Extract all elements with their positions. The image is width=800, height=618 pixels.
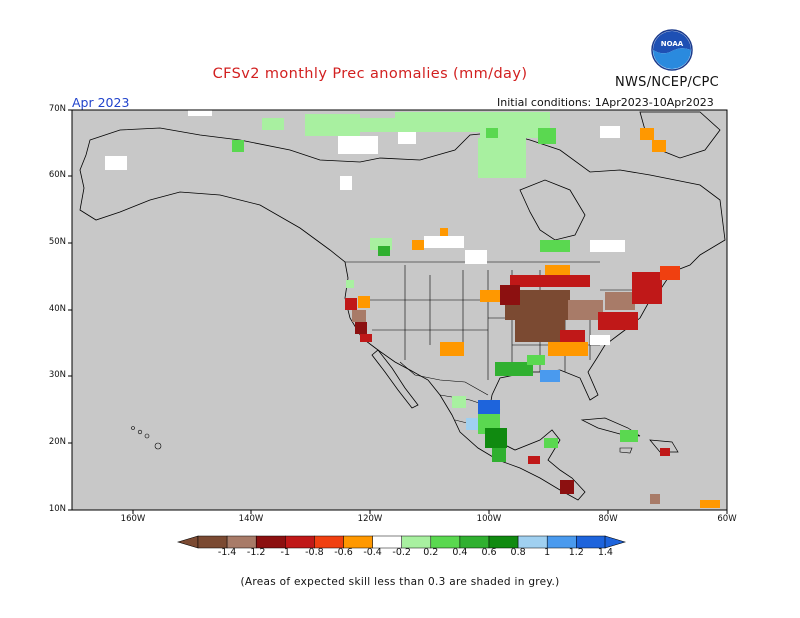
initial-conditions: Initial conditions: 1Apr2023-10Apr2023 bbox=[497, 96, 714, 109]
colorbar-tick-label: 0.6 bbox=[481, 547, 497, 558]
colorbar-boxes bbox=[197, 535, 606, 549]
hudson-bay bbox=[519, 179, 586, 241]
lon-label-140w: 140W bbox=[238, 514, 264, 524]
colorbar bbox=[176, 535, 627, 549]
noaa-logo: NOAA bbox=[651, 29, 693, 71]
anomaly-cells bbox=[105, 110, 720, 508]
colorbar-high-arrow bbox=[604, 535, 627, 549]
chart-title: CFSv2 monthly Prec anomalies (mm/day) bbox=[212, 66, 528, 82]
month-label: Apr 2023 bbox=[72, 95, 130, 110]
agency-label: NWS/NCEP/CPC bbox=[615, 75, 720, 90]
lat-label-30n: 30N bbox=[48, 370, 66, 380]
baja-california bbox=[371, 349, 419, 409]
jamaica bbox=[619, 447, 633, 454]
lon-label-80w: 80W bbox=[598, 514, 618, 524]
colorbar-tick-label: -1.4 bbox=[217, 547, 237, 558]
lat-label-50n: 50N bbox=[48, 237, 66, 247]
lat-label-20n: 20N bbox=[48, 437, 66, 447]
colorbar-tick-label: -0.6 bbox=[334, 547, 353, 558]
lat-label-70n: 70N bbox=[48, 104, 66, 114]
colorbar-tick-label: 0.4 bbox=[452, 547, 468, 558]
lon-label-120w: 120W bbox=[357, 514, 383, 524]
hawaii-islands bbox=[131, 426, 162, 450]
hispaniola bbox=[649, 439, 679, 453]
lon-label-160w: 160W bbox=[120, 514, 146, 524]
lon-label-100w: 100W bbox=[476, 514, 502, 524]
lon-label-60w: 60W bbox=[717, 514, 737, 524]
colorbar-tick-label: -0.2 bbox=[392, 547, 411, 558]
colorbar-tick-label: -0.4 bbox=[363, 547, 382, 558]
colorbar-tick-label: 1.2 bbox=[568, 547, 584, 558]
colorbar-tick-label: -0.8 bbox=[305, 547, 324, 558]
lon-ticks bbox=[132, 510, 728, 514]
lat-label-60n: 60N bbox=[48, 170, 66, 180]
colorbar-tick-label: -1 bbox=[280, 547, 291, 558]
colorbar-tick-label: 0.8 bbox=[510, 547, 526, 558]
colorbar-tick-label: 1 bbox=[544, 547, 551, 558]
logo-text: NOAA bbox=[661, 40, 684, 48]
colorbar-low-arrow bbox=[176, 535, 199, 549]
colorbar-tick-label: 0.2 bbox=[423, 547, 439, 558]
colorbar-tick-label: 1.4 bbox=[597, 547, 613, 558]
lat-ticks bbox=[68, 109, 72, 511]
lat-label-10n: 10N bbox=[48, 504, 66, 514]
lat-label-40n: 40N bbox=[48, 304, 66, 314]
skill-footnote: (Areas of expected skill less than 0.3 a… bbox=[240, 576, 560, 588]
colorbar-tick-label: -1.2 bbox=[246, 547, 266, 558]
